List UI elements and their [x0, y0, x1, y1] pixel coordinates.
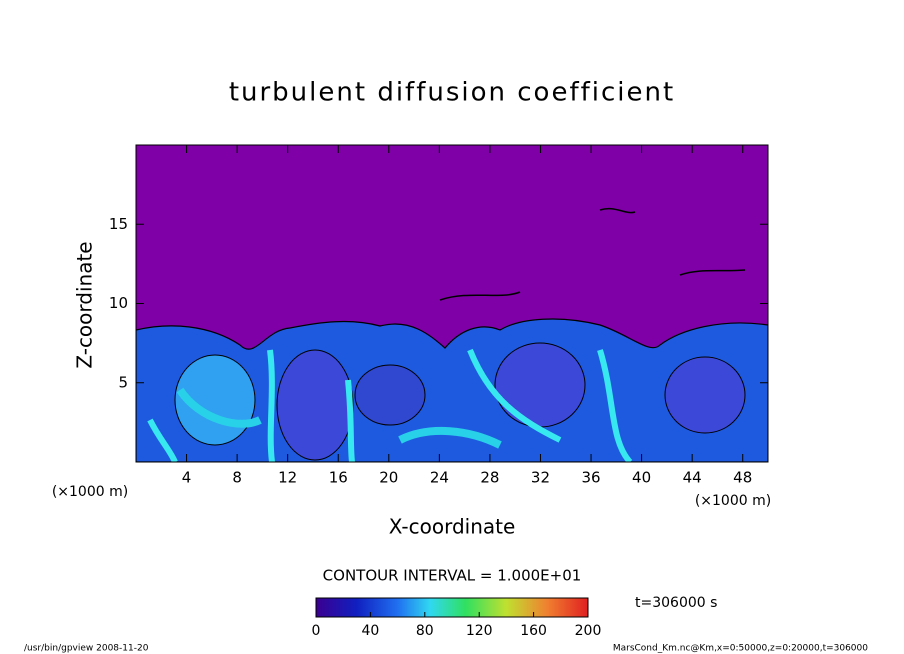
colorbar	[315, 597, 589, 618]
colorbar-tick-label: 40	[361, 623, 379, 639]
y-tick-label: 10	[109, 294, 128, 312]
x-tick-label: 16	[329, 469, 348, 487]
x-tick-label: 40	[632, 469, 651, 487]
contour-interval: CONTOUR INTERVAL = 1.000E+01	[323, 567, 582, 585]
y-tick-label: 5	[118, 373, 128, 391]
x-tick-label: 8	[232, 469, 242, 487]
time-label: t=306000 s	[635, 595, 717, 611]
x-axis-label: X-coordinate	[389, 515, 516, 539]
y-unit: (×1000 m)	[52, 484, 128, 500]
x-tick-label: 36	[581, 469, 600, 487]
x-tick-label: 48	[733, 469, 752, 487]
y-axis-label: Z-coordinate	[73, 241, 97, 368]
x-tick-label: 44	[683, 469, 702, 487]
x-tick-label: 20	[379, 469, 398, 487]
colorbar-tick-label: 0	[312, 623, 321, 639]
colorbar-tick-label: 160	[520, 623, 547, 639]
x-unit: (×1000 m)	[695, 493, 771, 509]
x-tick-label: 28	[480, 469, 499, 487]
footer-left: /usr/bin/gpview 2008-11-20	[24, 644, 149, 654]
colorbar-tick-label: 200	[575, 623, 602, 639]
contour-field	[136, 145, 768, 462]
y-tick-label: 15	[109, 215, 128, 233]
x-tick-label: 24	[430, 469, 449, 487]
colorbar-tick-label: 80	[416, 623, 434, 639]
chart-title: turbulent diffusion coefficient	[229, 78, 675, 108]
x-tick-label: 32	[531, 469, 550, 487]
x-tick-label: 12	[278, 469, 297, 487]
footer-right: MarsCond_Km.nc@Km,x=0:50000,z=0:20000,t=…	[613, 644, 868, 654]
x-tick-label: 4	[182, 469, 192, 487]
colorbar-tick-label: 120	[466, 623, 493, 639]
